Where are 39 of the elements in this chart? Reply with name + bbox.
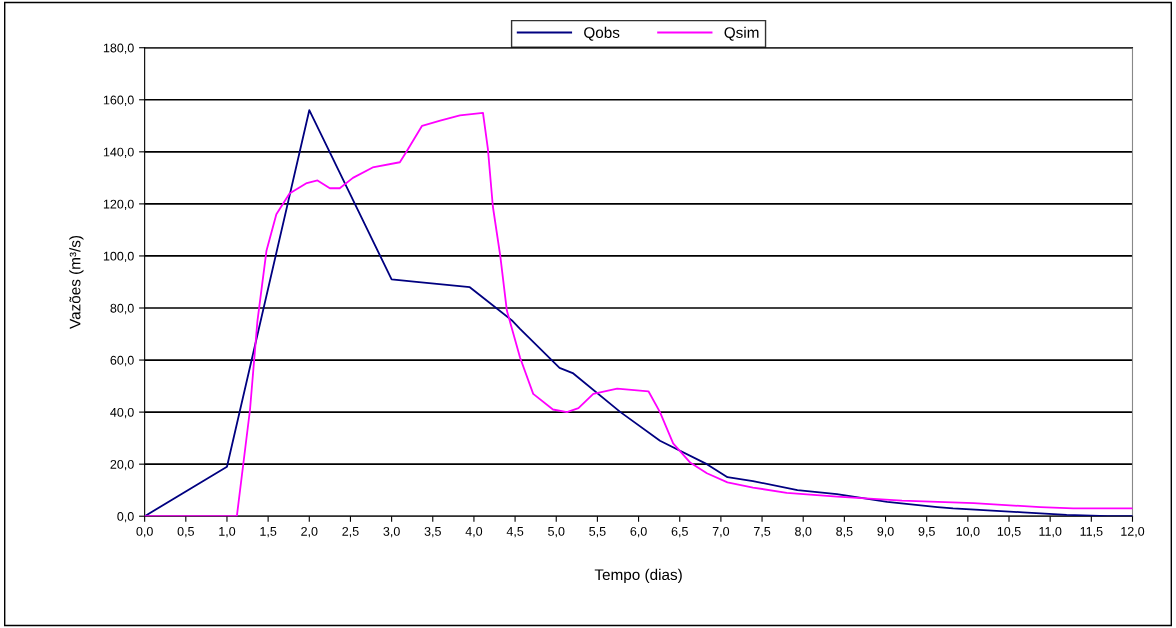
x-tick-label: 9,0 <box>877 526 894 538</box>
y-tick-label: 60,0 <box>110 355 134 367</box>
x-tick-label: 9,5 <box>918 526 935 538</box>
x-tick-label: 4,5 <box>506 527 524 538</box>
y-tick-label: 80,0 <box>110 303 134 315</box>
x-tick-label: 8,5 <box>836 526 853 538</box>
x-tick-label: 2,0 <box>301 526 318 538</box>
y-tick-label: 120,0 <box>103 199 134 211</box>
x-tick-label: 11,5 <box>1080 527 1103 538</box>
x-axis-title: Tempo (dias) <box>594 568 682 584</box>
x-tick-label: 12,0 <box>1121 526 1145 538</box>
x-tick-label: 6,0 <box>630 526 647 538</box>
x-tick-label: 10,0 <box>956 526 980 538</box>
y-tick-label: 40,0 <box>110 407 134 419</box>
y-tick-label: 0,0 <box>117 512 134 523</box>
x-tick-label: 1,0 <box>219 526 236 538</box>
x-tick-label: 5,5 <box>589 527 606 538</box>
x-tick-label: 3,5 <box>424 526 441 538</box>
x-tick-label: 0,5 <box>177 526 194 538</box>
y-tick-label: 100,0 <box>103 251 134 263</box>
y-tick-label: 180,0 <box>103 43 134 54</box>
x-tick-label: 11,0 <box>1039 526 1062 538</box>
legend-label: Qsim <box>724 26 759 41</box>
y-tick-label: 160,0 <box>103 95 134 106</box>
x-tick-label: 1,5 <box>260 527 277 538</box>
x-tick-label: 3,0 <box>383 526 400 538</box>
x-tick-label: 6,5 <box>671 526 688 538</box>
y-axis-title: Vazões (m³/s) <box>69 235 84 329</box>
x-tick-label: 8,0 <box>795 526 812 538</box>
y-tick-label: 20,0 <box>110 459 134 471</box>
x-tick-label: 5,0 <box>548 526 565 538</box>
x-tick-label: 10,5 <box>997 526 1021 538</box>
x-tick-label: 7,5 <box>754 527 771 538</box>
x-tick-label: 2,5 <box>342 526 359 538</box>
legend-label: Qobs <box>584 26 620 41</box>
x-tick-label: 7,0 <box>712 526 730 538</box>
x-tick-label: 0,0 <box>136 526 153 538</box>
y-tick-label: 140,0 <box>103 147 134 158</box>
x-tick-label: 4,0 <box>465 526 483 538</box>
